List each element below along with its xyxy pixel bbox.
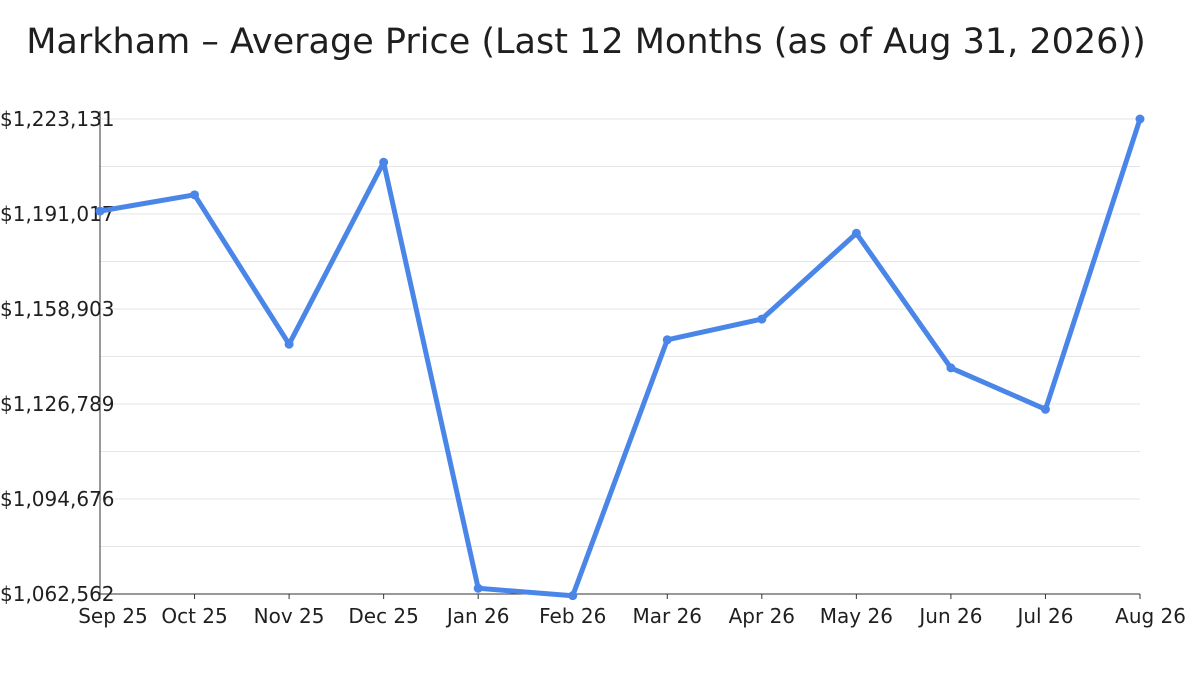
x-tick-label: Apr 26 <box>729 604 795 628</box>
x-tick-label: Aug 26 <box>1115 604 1186 628</box>
x-tick-label: Nov 25 <box>254 604 325 628</box>
x-tick-label: Jun 26 <box>917 604 982 628</box>
y-tick-label: $1,126,789 <box>0 392 115 416</box>
x-tick-label: Dec 25 <box>348 604 419 628</box>
data-point <box>1040 404 1050 414</box>
data-point <box>95 206 105 216</box>
y-tick-labels: $1,062,562 $1,094,676 $1,126,789 $1,158,903… <box>0 107 115 606</box>
x-tick-label: Sep 25 <box>78 604 148 628</box>
y-tick-label: $1,094,676 <box>0 487 115 511</box>
chart-title: Markham – Average Price (Last 12 Months … <box>26 22 1146 62</box>
series-line <box>97 116 1143 599</box>
data-point <box>473 583 483 593</box>
data-point <box>1135 114 1145 124</box>
data-point <box>284 339 294 349</box>
data-point <box>662 335 672 345</box>
y-tick-label: $1,191,017 <box>0 202 115 226</box>
x-tick-labels: Sep 25 Oct 25 Nov 25 Dec 25 Jan 26 Feb 26 Mar … <box>78 604 1186 628</box>
series-points <box>95 114 1145 601</box>
data-point <box>190 190 200 200</box>
data-point <box>946 363 956 373</box>
x-tick-label: Jul 26 <box>1015 604 1073 628</box>
y-tick-label: $1,223,131 <box>0 107 115 131</box>
x-tick-label: Jan 26 <box>445 604 510 628</box>
y-tick-label: $1,062,562 <box>0 582 115 606</box>
y-tick-label: $1,158,903 <box>0 297 115 321</box>
x-tick-label: Mar 26 <box>632 604 702 628</box>
x-tick-label: Oct 25 <box>161 604 227 628</box>
data-point <box>379 157 389 167</box>
data-point <box>851 228 861 238</box>
x-tick-label: Feb 26 <box>539 604 606 628</box>
gridlines <box>100 118 1140 595</box>
data-point <box>568 591 578 601</box>
data-point <box>757 314 767 324</box>
x-tick-label: May 26 <box>820 604 893 628</box>
